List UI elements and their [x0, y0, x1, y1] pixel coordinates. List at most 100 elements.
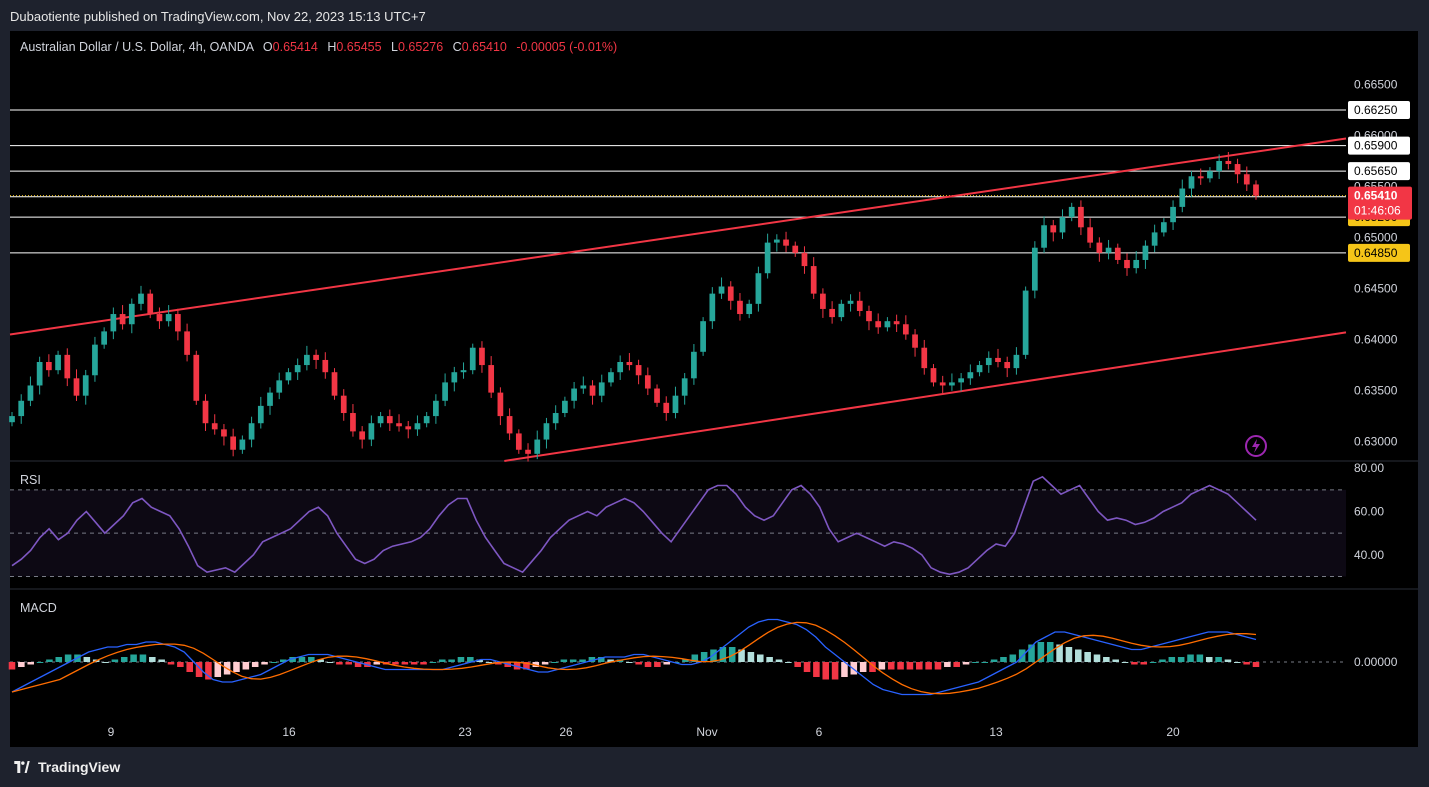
candle-body: [184, 331, 190, 355]
candle-body: [313, 354, 319, 360]
brand-name: TradingView: [38, 759, 121, 775]
candle-body: [589, 385, 596, 396]
current-price-label: 0.65410: [1354, 189, 1398, 203]
candle-body: [27, 385, 34, 401]
macd-histogram-bar: [485, 662, 493, 663]
macd-histogram-bar: [1009, 654, 1017, 662]
macd-histogram-bar: [102, 662, 109, 663]
macd-histogram-bar: [691, 654, 699, 662]
candle-body: [82, 375, 89, 396]
current-price-box: [1348, 186, 1412, 220]
price-axis-tick: 0.64500: [1354, 282, 1398, 296]
candle-body: [433, 400, 439, 417]
macd-histogram-bar: [944, 662, 951, 667]
macd-histogram-bar: [887, 662, 895, 670]
macd-histogram-bar: [149, 657, 156, 662]
candle-body: [1022, 290, 1029, 355]
macd-histogram-bar: [410, 662, 418, 665]
candle-body: [1133, 259, 1140, 269]
macd-histogram-bar: [1252, 662, 1260, 667]
candle-body: [930, 368, 937, 383]
candle-body: [285, 372, 292, 381]
candle-body: [856, 300, 863, 311]
close-label: C: [452, 40, 462, 54]
macd-histogram-bar: [1168, 657, 1176, 662]
candle-body: [405, 426, 412, 430]
rsi-line: [11, 475, 1257, 576]
macd-pane-label[interactable]: MACD: [20, 601, 57, 615]
macd-histogram-bar: [55, 657, 63, 662]
macd-histogram-bar: [251, 662, 259, 667]
candle-body: [211, 423, 218, 430]
macd-histogram-bar: [27, 662, 34, 665]
candle-body: [1087, 227, 1093, 243]
candle-body: [691, 351, 697, 379]
candle-body: [1078, 206, 1084, 228]
candle-body: [764, 242, 771, 274]
high-label: H: [327, 40, 337, 54]
candle-body: [64, 354, 71, 379]
change-value: -0.00005 (-0.01%): [516, 40, 618, 54]
candle-body: [626, 362, 633, 366]
candle-body: [128, 303, 135, 325]
candle-body: [654, 388, 660, 403]
macd-histogram-bar: [1196, 654, 1204, 662]
candle-body: [985, 357, 992, 366]
candle-body: [110, 314, 117, 332]
candle-body: [562, 400, 568, 414]
macd-histogram-bar: [195, 662, 203, 677]
candle-body: [792, 245, 799, 253]
macd-histogram-bar: [130, 654, 137, 662]
macd-histogram-bar: [513, 662, 521, 670]
macd-histogram-bar: [111, 659, 119, 662]
rsi-pane-label[interactable]: RSI: [20, 473, 41, 487]
macd-histogram-bar: [1000, 657, 1007, 662]
candle-body: [340, 395, 347, 414]
macd-histogram-bar: [1037, 642, 1045, 662]
price-axis-tick: 0.63000: [1354, 435, 1398, 449]
symbol-name: Australian Dollar / U.S. Dollar, 4h, OAN…: [20, 40, 254, 54]
candle-body: [267, 392, 273, 406]
candle-body: [1031, 247, 1038, 291]
macd-histogram-bar: [83, 657, 91, 662]
macd-histogram-bar: [279, 659, 287, 662]
macd-histogram-bar: [831, 662, 839, 680]
chart-frame[interactable]: [10, 31, 1418, 747]
macd-histogram-bar: [1056, 644, 1063, 662]
candle-body: [1243, 174, 1250, 185]
candle-body: [497, 392, 504, 417]
candle-body: [221, 429, 227, 437]
candle-body: [36, 362, 43, 386]
macd-histogram-bar: [1028, 644, 1035, 662]
close-value: 0.65410: [461, 40, 507, 54]
macd-histogram-bar: [336, 662, 343, 665]
macd-histogram-bar: [186, 662, 193, 672]
low-value: 0.65276: [397, 40, 444, 54]
brand-footer[interactable]: TradingView: [12, 759, 120, 775]
candle-body: [1234, 164, 1241, 175]
macd-histogram-bar: [317, 659, 324, 662]
candle-body: [1096, 242, 1103, 253]
candle-body: [718, 286, 725, 294]
macd-histogram-bar: [1187, 654, 1194, 662]
candle-body: [276, 380, 283, 393]
macd-histogram-bar: [18, 662, 25, 667]
lightning-icon[interactable]: [1244, 434, 1268, 458]
macd-histogram-bar: [167, 662, 175, 665]
macd-histogram-bar: [925, 662, 932, 670]
macd-histogram-bar: [1234, 662, 1241, 663]
candle-body: [1188, 176, 1195, 189]
level-label-box: [1348, 162, 1410, 181]
candle-body: [709, 293, 716, 322]
macd-histogram-bar: [803, 662, 811, 672]
rsi-axis-tick: 60.00: [1354, 505, 1384, 519]
candle-body: [755, 273, 762, 304]
candle-body: [1253, 184, 1259, 196]
candle-body: [976, 365, 983, 373]
macd-histogram-bar: [457, 657, 465, 662]
macd-histogram-bar: [635, 662, 642, 665]
candle-body: [515, 433, 522, 450]
candle-body: [193, 354, 200, 401]
macd-histogram-bar: [242, 662, 250, 670]
